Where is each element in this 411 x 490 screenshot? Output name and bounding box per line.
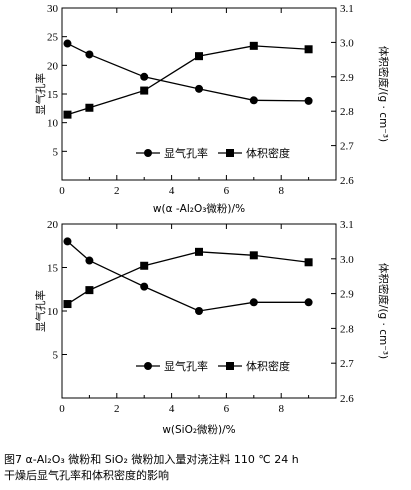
- y-tick-label: 15: [47, 263, 59, 275]
- legend-density-marker: [226, 362, 234, 370]
- porosity-point: [195, 84, 203, 93]
- porosity-line: [67, 42, 309, 102]
- figure-caption: 图7 α-Al₂O₃ 微粉和 SiO₂ 微粉加入量对浇注料 110 ℃ 24 h…: [4, 452, 408, 484]
- legend-porosity-label: 显气孔率: [164, 359, 208, 373]
- porosity-point: [249, 298, 258, 307]
- x-tick-label: 6: [224, 403, 230, 415]
- density-point: [304, 45, 313, 54]
- y-tick-label: 25: [47, 32, 59, 44]
- density-point: [63, 110, 72, 119]
- legend-porosity-marker: [144, 149, 152, 157]
- porosity-point: [85, 256, 94, 265]
- y2-tick-label: 2.8: [340, 106, 354, 118]
- density-line: [67, 251, 309, 305]
- density-point: [304, 258, 313, 267]
- y-tick-label: 20: [47, 220, 59, 231]
- porosity-point: [140, 282, 149, 291]
- x-axis-title: w(SiO₂微粉)/%: [162, 423, 235, 436]
- density-point: [249, 41, 258, 50]
- y-axis-title: 显气孔率: [34, 73, 47, 115]
- y-tick-label: 5: [53, 350, 59, 362]
- y2-tick-label: 2.6: [340, 393, 354, 405]
- legend-density-label: 体积密度: [246, 146, 290, 160]
- x-tick-label: 8: [278, 185, 284, 197]
- porosity-point: [304, 96, 313, 105]
- y-tick-label: 15: [47, 89, 59, 101]
- x-tick-label: 4: [169, 403, 175, 415]
- legend-porosity-marker: [144, 362, 152, 370]
- y-tick-label: 20: [47, 60, 59, 72]
- y-tick-label: 30: [47, 3, 59, 15]
- y2-axis-title: 体积密度/(g · cm⁻³): [377, 263, 390, 359]
- y2-tick-label: 2.7: [340, 141, 354, 153]
- density-point: [249, 251, 258, 260]
- chart-silica: 0 2 4 6 8 5 10 15 20 2.6 2.7 2.8 2.9 3.0 3.1 w(SiO₂微粉)/…: [34, 220, 390, 436]
- y2-tick-label: 3.1: [340, 3, 354, 15]
- porosity-point: [195, 307, 203, 315]
- y2-tick-label: 3.0: [340, 37, 354, 49]
- y-tick-label: 10: [47, 118, 59, 130]
- porosity-point: [63, 237, 72, 246]
- x-tick-label: 2: [114, 403, 120, 415]
- density-point: [195, 247, 203, 256]
- x-tick-label: 0: [59, 185, 65, 197]
- legend-density-label: 体积密度: [246, 359, 290, 373]
- density-point: [195, 52, 203, 61]
- density-point: [63, 300, 72, 309]
- density-point: [140, 86, 149, 95]
- x-tick-label: 6: [224, 185, 230, 197]
- legend-porosity-label: 显气孔率: [164, 146, 208, 160]
- chart-alumina: 0 2 4 6 8 5 10 15 20 25 30 2.6 2.7 2.8 2.9 3.0 3.1 w(α -A…: [34, 3, 390, 215]
- y-tick-label: 5: [53, 146, 59, 158]
- density-point: [140, 261, 149, 270]
- porosity-line: [67, 240, 309, 312]
- x-axis-title: w(α -Al₂O₃微粉)/%: [153, 202, 245, 215]
- y-tick-label: 10: [47, 306, 59, 318]
- density-point: [85, 286, 94, 295]
- x-tick-label: 0: [59, 403, 65, 415]
- y2-axis-title: 体积密度/(g · cm⁻³): [377, 46, 390, 142]
- porosity-point: [249, 96, 258, 105]
- porosity-point: [63, 39, 72, 48]
- y2-tick-label: 2.8: [340, 323, 354, 335]
- y-axis-title: 显气孔率: [34, 290, 47, 332]
- caption-line-1: 图7 α-Al₂O₃ 微粉和 SiO₂ 微粉加入量对浇注料 110 ℃ 24 h: [4, 453, 299, 466]
- x-tick-label: 2: [114, 185, 120, 197]
- y2-tick-label: 2.9: [340, 72, 354, 84]
- porosity-point: [85, 50, 94, 59]
- x-tick-label: 4: [169, 185, 175, 197]
- y2-tick-label: 2.7: [340, 358, 354, 370]
- y2-tick-label: 3.0: [340, 254, 354, 266]
- porosity-point: [140, 72, 149, 81]
- porosity-point: [304, 298, 313, 307]
- x-tick-label: 8: [278, 403, 284, 415]
- y2-tick-label: 3.1: [340, 220, 354, 231]
- density-point: [85, 103, 94, 112]
- y2-tick-label: 2.6: [340, 175, 354, 187]
- caption-line-2: 干燥后显气孔率和体积密度的影响: [4, 469, 169, 482]
- y2-tick-label: 2.9: [340, 289, 354, 301]
- density-line: [67, 45, 309, 116]
- legend-density-marker: [226, 149, 234, 157]
